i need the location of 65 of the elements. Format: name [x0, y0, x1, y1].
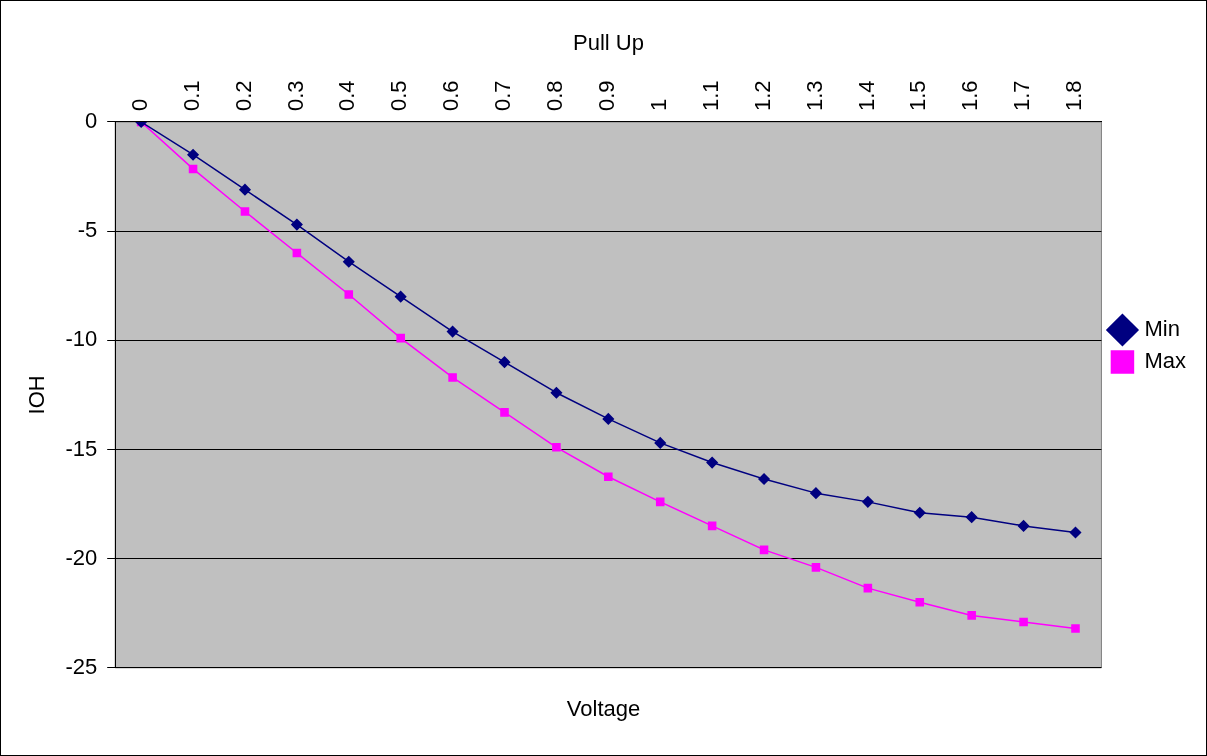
point	[914, 507, 926, 519]
point	[550, 386, 563, 399]
x-tick-label: 0.9	[593, 80, 619, 111]
point	[188, 164, 198, 174]
point	[343, 255, 355, 268]
point	[967, 611, 976, 620]
legend-label: Min	[1144, 316, 1180, 342]
point	[1017, 520, 1030, 532]
point	[552, 443, 561, 452]
x-tick-label: 1.4	[853, 80, 879, 111]
x-tick-label: 0	[126, 98, 152, 111]
x-tick-label: 0.2	[230, 80, 256, 111]
x-tick-label: 1.7	[1009, 80, 1035, 111]
point	[758, 473, 770, 485]
point	[446, 325, 459, 338]
point	[240, 207, 250, 216]
point	[915, 598, 925, 607]
x-tick-label: 1.5	[905, 80, 931, 111]
point	[500, 408, 509, 417]
point	[1019, 617, 1028, 627]
point	[655, 497, 665, 507]
x-axis-title: Voltage	[565, 696, 642, 722]
x-tick-label: 0.6	[438, 80, 464, 111]
point	[344, 290, 354, 299]
y-tick-label: -20	[65, 544, 98, 570]
point	[239, 183, 251, 196]
point	[811, 563, 821, 572]
y-axis-title: IOH	[24, 375, 50, 415]
x-tick-label: 0.1	[178, 80, 204, 111]
point	[862, 496, 874, 508]
x-tick-label: 1	[645, 98, 671, 111]
x-tick-label: 1.8	[1061, 80, 1087, 111]
y-tick-label: -25	[65, 653, 98, 679]
point	[394, 290, 407, 303]
point	[187, 148, 199, 161]
point	[654, 437, 666, 449]
point	[291, 218, 303, 231]
x-tick-label: 1.1	[697, 80, 723, 111]
point	[604, 472, 613, 482]
point	[498, 356, 511, 368]
chart-title: Pull Up	[573, 30, 644, 56]
x-tick-label: 0.8	[542, 80, 568, 111]
point	[707, 521, 717, 531]
x-tick-label: 0.7	[490, 80, 516, 111]
y-tick-label: -10	[65, 326, 98, 352]
point	[1071, 624, 1080, 633]
y-tick-label: -15	[65, 435, 98, 461]
point	[292, 248, 302, 258]
x-tick-label: 1.2	[749, 80, 775, 111]
point	[965, 511, 978, 523]
point	[396, 333, 405, 343]
x-tick-label: 0.5	[386, 80, 412, 111]
legend-label: Max	[1144, 348, 1186, 374]
point	[706, 456, 718, 469]
y-tick-label: -5	[77, 217, 98, 243]
x-tick-label: 0.4	[334, 80, 360, 111]
point	[1069, 526, 1082, 539]
x-tick-label: 1.6	[957, 80, 983, 111]
point	[810, 487, 822, 499]
point	[448, 373, 457, 382]
point	[602, 413, 615, 425]
point	[759, 545, 769, 555]
point	[863, 583, 873, 593]
x-tick-label: 0.3	[282, 80, 308, 111]
x-tick-label: 1.3	[801, 80, 827, 111]
